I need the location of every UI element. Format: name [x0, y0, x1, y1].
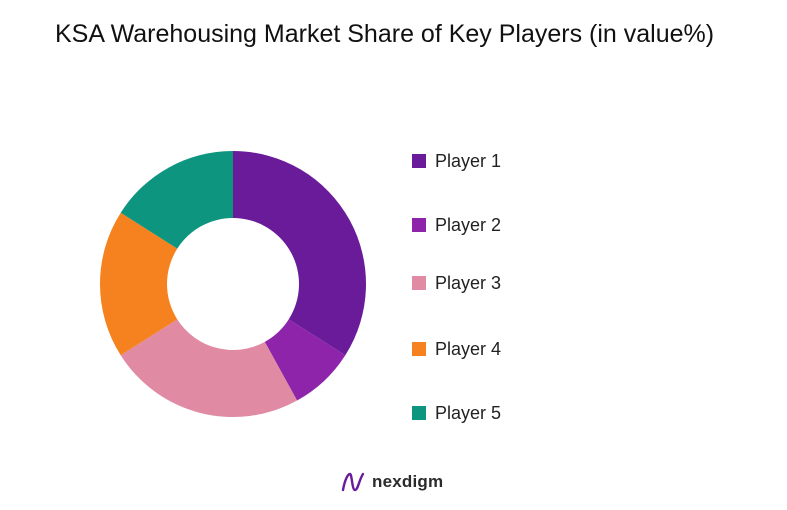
- brand-logo: nexdigm: [340, 469, 443, 495]
- donut-slices: [99, 151, 366, 418]
- legend-item-4: Player 4: [412, 338, 501, 360]
- legend-label: Player 2: [435, 214, 502, 235]
- legend-item-5: Player 5: [412, 402, 501, 424]
- donut-slice-1: [233, 151, 366, 356]
- legend-label: Player 1: [435, 150, 502, 171]
- donut-slice-4: [99, 212, 178, 356]
- donut-slice-5: [120, 151, 233, 249]
- legend-item-3: Player 3: [412, 272, 501, 294]
- legend-swatch: [412, 406, 426, 420]
- legend-swatch: [412, 342, 426, 356]
- brand-name: nexdigm: [372, 472, 444, 491]
- donut-slice-2: [264, 319, 346, 401]
- chart-legend: Player 1 Player 2 Player 3 Player 4 Player 5: [412, 0, 612, 510]
- chart-title: KSA Warehousing Market Share of Key Play…: [55, 20, 715, 48]
- legend-swatch: [412, 218, 426, 232]
- legend-label: Player 3: [435, 272, 502, 293]
- legend-label: Player 4: [435, 338, 502, 359]
- nexdigm-logo-icon: [341, 472, 365, 492]
- legend-item-2: Player 2: [412, 214, 501, 236]
- legend-swatch: [412, 276, 426, 290]
- legend-item-1: Player 1: [412, 150, 501, 172]
- legend-swatch: [412, 154, 426, 168]
- donut-slice-3: [120, 319, 298, 418]
- legend-label: Player 5: [435, 402, 502, 423]
